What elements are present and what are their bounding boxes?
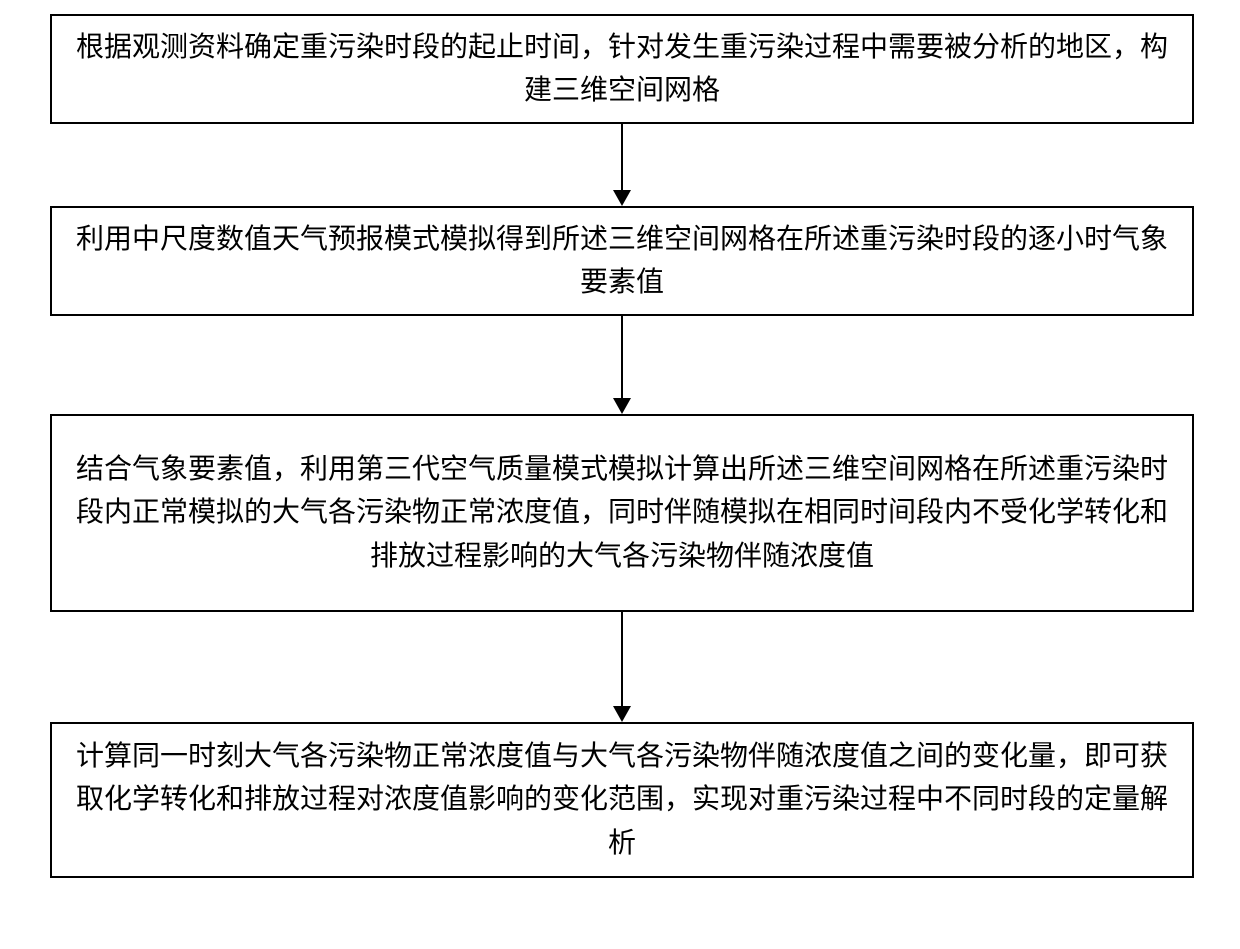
arrow-3-head-icon bbox=[613, 706, 631, 722]
flow-step-4: 计算同一时刻大气各污染物正常浓度值与大气各污染物伴随浓度值之间的变化量，即可获取… bbox=[50, 722, 1194, 878]
flow-step-2: 利用中尺度数值天气预报模式模拟得到所述三维空间网格在所述重污染时段的逐小时气象要… bbox=[50, 206, 1194, 316]
flow-step-1: 根据观测资料确定重污染时段的起止时间，针对发生重污染过程中需要被分析的地区，构建… bbox=[50, 14, 1194, 124]
arrow-1-head-icon bbox=[613, 190, 631, 206]
flow-step-3-text: 结合气象要素值，利用第三代空气质量模式模拟计算出所述三维空间网格在所述重污染时段… bbox=[76, 448, 1168, 578]
flow-step-1-text: 根据观测资料确定重污染时段的起止时间，针对发生重污染过程中需要被分析的地区，构建… bbox=[76, 26, 1168, 113]
arrow-3-stem bbox=[621, 612, 623, 706]
arrow-2-stem bbox=[621, 316, 623, 398]
arrow-2-head-icon bbox=[613, 398, 631, 414]
flow-step-4-text: 计算同一时刻大气各污染物正常浓度值与大气各污染物伴随浓度值之间的变化量，即可获取… bbox=[76, 735, 1168, 865]
flow-step-3: 结合气象要素值，利用第三代空气质量模式模拟计算出所述三维空间网格在所述重污染时段… bbox=[50, 414, 1194, 612]
flowchart-canvas: 根据观测资料确定重污染时段的起止时间，针对发生重污染过程中需要被分析的地区，构建… bbox=[0, 0, 1240, 949]
flow-step-2-text: 利用中尺度数值天气预报模式模拟得到所述三维空间网格在所述重污染时段的逐小时气象要… bbox=[76, 218, 1168, 305]
arrow-1-stem bbox=[621, 124, 623, 190]
